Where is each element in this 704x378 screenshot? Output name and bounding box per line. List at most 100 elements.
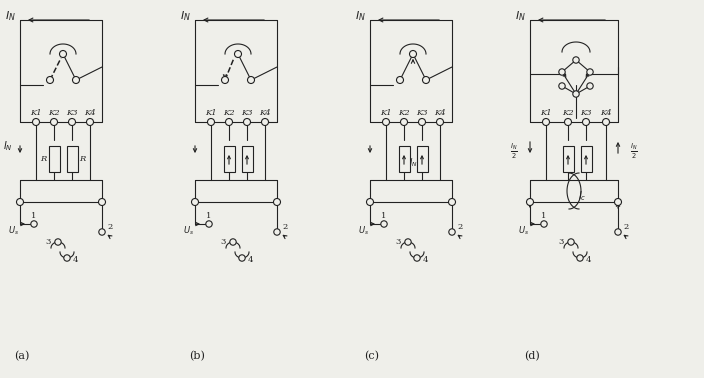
Text: 1: 1: [382, 212, 386, 220]
Circle shape: [615, 198, 622, 206]
Circle shape: [582, 118, 589, 125]
Text: K4: K4: [601, 109, 612, 117]
Circle shape: [587, 83, 593, 89]
Text: K4: K4: [84, 109, 96, 117]
Circle shape: [273, 198, 280, 206]
Circle shape: [436, 118, 444, 125]
Circle shape: [64, 255, 70, 261]
Text: K1: K1: [205, 109, 217, 117]
Circle shape: [225, 118, 232, 125]
Text: K3: K3: [416, 109, 428, 117]
Circle shape: [208, 118, 215, 125]
Bar: [223, 146, 234, 172]
Text: 3: 3: [45, 238, 51, 246]
Circle shape: [32, 118, 39, 125]
Bar: [417, 146, 427, 172]
Circle shape: [414, 255, 420, 261]
Text: $I_N$: $I_N$: [515, 9, 525, 23]
Bar: [49, 146, 60, 172]
Circle shape: [274, 229, 280, 235]
Circle shape: [449, 229, 455, 235]
Circle shape: [401, 118, 408, 125]
Circle shape: [615, 229, 621, 235]
Bar: [241, 146, 253, 172]
Text: R: R: [80, 155, 86, 163]
Text: 3: 3: [220, 238, 226, 246]
Text: $\frac{I_N}{2}$: $\frac{I_N}{2}$: [510, 141, 518, 161]
Circle shape: [573, 91, 579, 97]
Circle shape: [568, 239, 574, 245]
Circle shape: [603, 118, 610, 125]
Circle shape: [55, 239, 61, 245]
Text: 4: 4: [247, 256, 253, 264]
Circle shape: [559, 83, 565, 89]
Text: 2: 2: [458, 223, 463, 231]
Text: 4: 4: [73, 256, 77, 264]
Text: K2: K2: [48, 109, 60, 117]
Text: K1: K1: [380, 109, 392, 117]
Circle shape: [222, 76, 229, 84]
Bar: [66, 146, 77, 172]
Text: $I_N$: $I_N$: [4, 9, 15, 23]
Text: (b): (b): [189, 351, 205, 361]
Circle shape: [244, 118, 251, 125]
Circle shape: [565, 118, 572, 125]
Circle shape: [31, 221, 37, 227]
Text: $\frac{I_N}{2}$: $\frac{I_N}{2}$: [630, 141, 638, 161]
Text: $U_s$: $U_s$: [358, 225, 370, 237]
Text: (c): (c): [365, 351, 379, 361]
Text: K1: K1: [30, 109, 42, 117]
Circle shape: [559, 69, 565, 75]
Text: K2: K2: [398, 109, 410, 117]
Text: 2: 2: [282, 223, 288, 231]
Text: 4: 4: [422, 256, 428, 264]
Circle shape: [527, 198, 534, 206]
Text: 1: 1: [206, 212, 212, 220]
Circle shape: [99, 229, 105, 235]
Text: K3: K3: [66, 109, 78, 117]
Circle shape: [382, 118, 389, 125]
Text: $U_s$: $U_s$: [8, 225, 20, 237]
Text: 2: 2: [623, 223, 629, 231]
Text: K2: K2: [562, 109, 574, 117]
Text: 2: 2: [108, 223, 113, 231]
Circle shape: [573, 57, 579, 63]
Text: $U_s$: $U_s$: [518, 225, 529, 237]
Text: $I_c$: $I_c$: [578, 189, 586, 203]
Text: 4: 4: [585, 256, 591, 264]
Circle shape: [261, 118, 268, 125]
Bar: [562, 146, 574, 172]
Text: K3: K3: [580, 109, 592, 117]
Text: K4: K4: [434, 109, 446, 117]
Text: 3: 3: [396, 238, 401, 246]
Circle shape: [396, 76, 403, 84]
Circle shape: [191, 198, 199, 206]
Text: 1: 1: [541, 212, 547, 220]
Circle shape: [68, 118, 75, 125]
Text: 3: 3: [558, 238, 564, 246]
Circle shape: [206, 221, 212, 227]
Text: $I_N$: $I_N$: [180, 9, 191, 23]
Circle shape: [381, 221, 387, 227]
Circle shape: [73, 76, 80, 84]
Circle shape: [422, 76, 429, 84]
Circle shape: [410, 51, 417, 57]
Circle shape: [230, 239, 237, 245]
Text: $I_N$: $I_N$: [408, 157, 417, 169]
Circle shape: [234, 51, 241, 57]
Circle shape: [239, 255, 245, 261]
Circle shape: [99, 198, 106, 206]
Circle shape: [543, 118, 550, 125]
Circle shape: [51, 118, 58, 125]
Circle shape: [87, 118, 94, 125]
Text: K4: K4: [259, 109, 271, 117]
Circle shape: [577, 255, 583, 261]
Circle shape: [60, 51, 66, 57]
Circle shape: [418, 118, 425, 125]
Circle shape: [367, 198, 374, 206]
Text: $I_N$: $I_N$: [3, 139, 13, 153]
Text: $U_s$: $U_s$: [184, 225, 194, 237]
Circle shape: [541, 221, 547, 227]
Circle shape: [448, 198, 455, 206]
Bar: [581, 146, 591, 172]
